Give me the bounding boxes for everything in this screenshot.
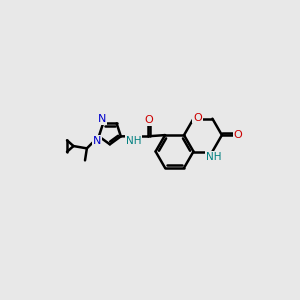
Text: NH: NH bbox=[126, 136, 141, 146]
Text: N: N bbox=[93, 136, 101, 146]
Text: O: O bbox=[144, 115, 153, 124]
Text: NH: NH bbox=[206, 152, 221, 162]
Text: O: O bbox=[193, 112, 202, 122]
Text: O: O bbox=[234, 130, 242, 140]
Text: N: N bbox=[98, 114, 106, 124]
